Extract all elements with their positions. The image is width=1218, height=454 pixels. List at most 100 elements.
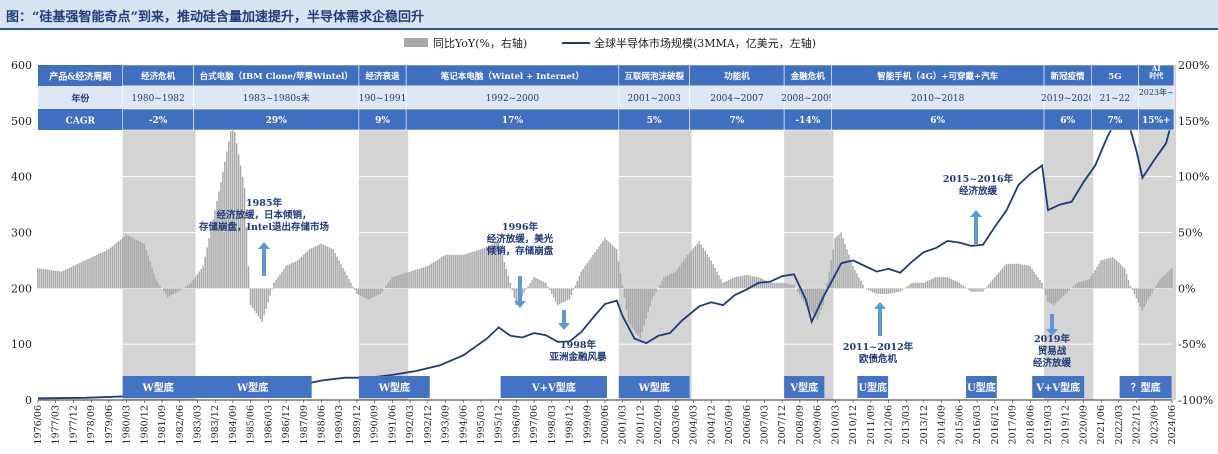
yoy-bar — [165, 288, 167, 295]
yoy-bar — [1058, 288, 1061, 300]
yoy-bar — [923, 282, 925, 289]
yoy-bar — [930, 279, 933, 289]
yoy-bar — [468, 252, 470, 289]
yoy-bar — [633, 288, 636, 331]
yoy-bar — [716, 271, 718, 289]
yoy-bar — [1049, 288, 1051, 303]
yoy-bar — [503, 262, 506, 289]
market-size-line — [37, 108, 1173, 400]
x-tick-label: 1998/03 — [547, 405, 558, 444]
cycle-name: 金融危机 — [790, 71, 826, 82]
bottom-shape-box — [966, 376, 997, 398]
yoy-bar — [444, 254, 447, 289]
yoy-bar — [846, 249, 848, 289]
x-tick-label: 1983/12 — [210, 405, 221, 444]
yoy-bar — [548, 288, 551, 291]
cycle-cagr: 7% — [729, 116, 744, 126]
annotation-arrowhead — [874, 302, 886, 309]
cycle-years: 1992~2000 — [486, 94, 540, 104]
yoy-bar — [269, 288, 271, 296]
yoy-bar — [72, 266, 75, 289]
yoy-bar — [330, 248, 332, 289]
yoy-bar — [50, 270, 53, 289]
yoy-bar — [265, 288, 267, 309]
yoy-bar — [310, 248, 313, 289]
annotation-arrowhead — [1046, 329, 1058, 336]
axes: 0 100 200 300 400 500 600 -100% -50% 0% 50% 100% 150… — [11, 59, 1213, 444]
yoy-bar — [889, 288, 892, 294]
yoy-bar — [649, 288, 651, 307]
bottom-shape-box — [784, 376, 825, 398]
yoy-bar — [393, 276, 395, 289]
yoy-bar — [669, 274, 671, 289]
yoy-bar — [726, 280, 728, 289]
yoy-bar — [489, 244, 492, 289]
yoy-bar — [460, 254, 462, 289]
yoy-bar — [1062, 288, 1065, 296]
yoy-bar — [578, 276, 581, 289]
x-tick-label: 2019/12 — [1061, 405, 1072, 444]
yoy-bar — [342, 267, 344, 289]
yoy-bar — [856, 273, 858, 289]
yoy-bar — [291, 263, 293, 289]
yoy-bar — [391, 277, 393, 289]
annotation-text: 1985年经济放缓，日本倾销，存储崩盘，Intel退出存储市场 — [198, 197, 329, 233]
yoy-bar — [1076, 282, 1079, 289]
yoy-bar — [651, 288, 653, 300]
yoy-bar — [464, 254, 466, 289]
yoy-bar — [871, 288, 874, 293]
yoy-bar — [1084, 280, 1086, 289]
yoy-bar — [747, 275, 750, 289]
x-tick-label: 1989/03 — [334, 405, 345, 444]
legend-bar-label: 同比YoY(%，右轴) — [433, 36, 527, 50]
yoy-bar — [358, 288, 360, 295]
yoy-bar — [131, 237, 134, 289]
yoy-bar — [545, 282, 547, 289]
yoy-bar — [235, 143, 238, 289]
yoy-bar — [513, 288, 516, 298]
yoy-bar — [637, 288, 640, 336]
yoy-bar — [635, 288, 638, 333]
yoy-bar — [54, 270, 57, 289]
yoy-bar — [749, 275, 752, 289]
yoy-bar — [409, 271, 411, 289]
yoy-bar — [82, 261, 84, 289]
bottom-shape-box — [358, 376, 430, 398]
yoy-bar — [332, 249, 334, 289]
yoy-bar — [911, 282, 913, 289]
yoy-bar — [141, 242, 143, 289]
yoy-bar — [58, 271, 61, 289]
x-tick-label: 1986/03 — [263, 405, 274, 444]
right-tick-label: -50% — [1178, 338, 1206, 351]
cycle-years: 2010~2018 — [911, 94, 965, 104]
yoy-bar — [673, 272, 675, 289]
yoy-bar — [720, 279, 722, 289]
yoy-bar — [405, 272, 407, 289]
yoy-bar — [1047, 288, 1049, 302]
yoy-bar — [944, 277, 947, 289]
yoy-bar — [507, 275, 510, 289]
annotation-text: 1998年亚洲金融风暴 — [549, 339, 607, 363]
yoy-bar — [753, 276, 756, 289]
yoy-bar — [873, 288, 876, 293]
yoy-bar — [403, 273, 405, 289]
yoy-bar — [137, 240, 140, 289]
yoy-bar — [308, 249, 311, 289]
yoy-bar — [1051, 288, 1053, 304]
yoy-bar — [1145, 288, 1148, 304]
annotation-text: 2011~2012年欧债危机 — [843, 341, 914, 365]
yoy-bar — [385, 285, 388, 289]
yoy-bar — [970, 288, 972, 292]
yoy-bar — [350, 282, 352, 289]
x-tick-label: 1988/06 — [317, 405, 328, 444]
yoy-bar — [80, 262, 82, 289]
yoy-bar — [730, 279, 732, 289]
annotation-arrowhead — [258, 242, 270, 249]
x-tick-label: 2004/03 — [689, 405, 700, 444]
yoy-bar — [968, 288, 970, 291]
yoy-bar — [541, 280, 543, 289]
yoy-bar — [692, 248, 695, 289]
right-tick-label: 50% — [1178, 227, 1202, 240]
yoy-bar — [604, 238, 606, 289]
yoy-bar — [104, 251, 106, 289]
